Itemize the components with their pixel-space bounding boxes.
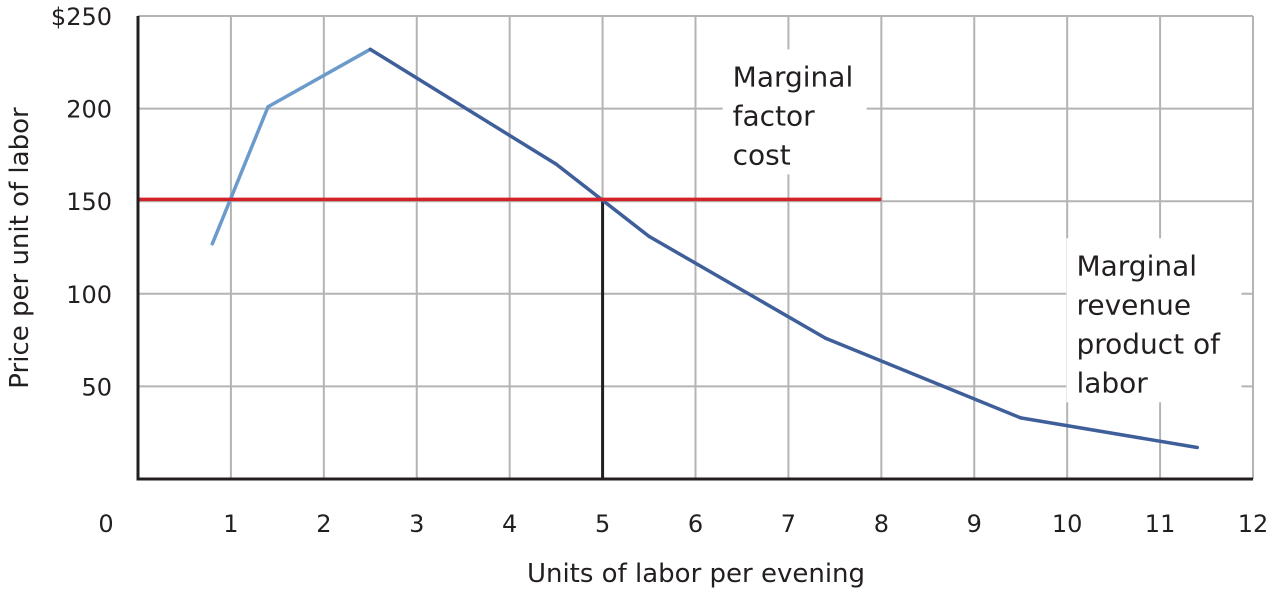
annotation-line: revenue <box>1076 288 1191 321</box>
mrp-segment <box>823 336 1023 420</box>
mrp-segment <box>1018 416 1199 450</box>
annotation-line: cost <box>733 138 791 171</box>
mrp-segment <box>647 234 828 340</box>
x-tick-label: 11 <box>1145 510 1176 538</box>
y-tick-label: 200 <box>66 96 112 124</box>
x-tick-label: 0 <box>98 510 113 538</box>
mrp-segment <box>210 104 270 246</box>
x-tick-label: 1 <box>223 510 238 538</box>
y-tick-label: 150 <box>66 188 112 216</box>
annotation-bg <box>1066 238 1242 403</box>
axes <box>136 16 1253 481</box>
x-tick-label: 9 <box>967 510 982 538</box>
annotation-line: factor <box>733 99 816 132</box>
y-tick-label: $250 <box>51 3 112 31</box>
x-tick-label: 6 <box>688 510 703 538</box>
annotation-line: labor <box>1076 366 1148 399</box>
annotation-bg <box>722 49 867 175</box>
x-tick-label: 4 <box>502 510 517 538</box>
x-tick-label: 3 <box>409 510 424 538</box>
y-axis-label: Price per unit of labor <box>5 107 35 389</box>
annotation-line: Marginal <box>733 60 854 93</box>
y-tick-label: 100 <box>66 281 112 309</box>
annotation-line: product of <box>1076 327 1221 360</box>
x-tick-label: 7 <box>781 510 796 538</box>
x-axis-label: Units of labor per evening <box>527 559 865 589</box>
x-tick-label: 2 <box>316 510 331 538</box>
x-tick-label: 5 <box>595 510 610 538</box>
x-tick-label: 10 <box>1052 510 1083 538</box>
series-layer <box>138 47 1199 479</box>
x-tick-label: 12 <box>1238 510 1269 538</box>
mrp-segment <box>266 47 373 109</box>
x-tick-label: 8 <box>874 510 889 538</box>
mrp-segment <box>368 47 558 166</box>
annotations: Marginal factor cost Marginal revenue product… <box>722 49 1242 403</box>
y-tick-label: 50 <box>81 373 112 401</box>
annotation-line: Marginal <box>1076 249 1197 282</box>
